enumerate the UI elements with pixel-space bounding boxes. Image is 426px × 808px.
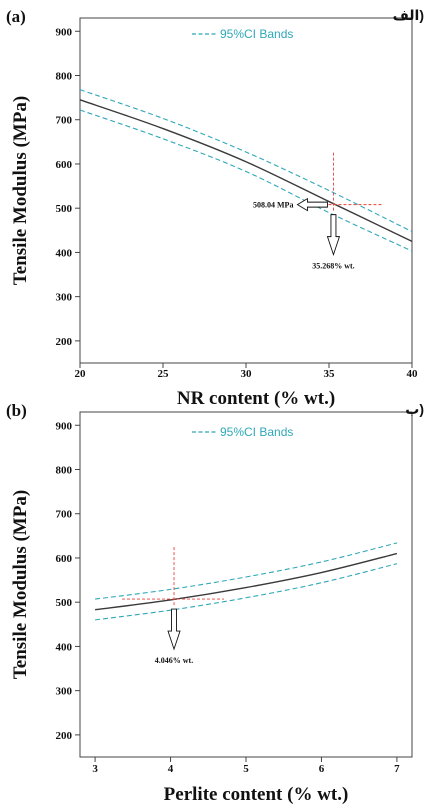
y-axis-label: Tensile Modulus (MPa) <box>10 96 31 285</box>
y-tick-label: 800 <box>56 71 73 83</box>
y-tick-label: 300 <box>56 292 73 304</box>
x-tick-label: 30 <box>241 368 253 380</box>
optimum-x-label: 4.046% wt. <box>155 656 193 665</box>
y-tick-label: 300 <box>56 686 73 698</box>
y-tick-label: 400 <box>56 247 73 259</box>
y-tick-label: 800 <box>56 465 73 477</box>
y-tick-label: 400 <box>56 641 73 653</box>
y-axis-label: Tensile Modulus (MPa) <box>10 490 31 679</box>
panel-label: (b) <box>6 401 27 420</box>
panel-label-alt: الف) <box>393 7 424 23</box>
y-tick-label: 900 <box>56 420 73 432</box>
x-tick-label: 20 <box>75 368 87 380</box>
y-tick-label: 600 <box>56 553 73 565</box>
legend-label: 95%CI Bands <box>220 425 293 439</box>
panel-label-alt: ب) <box>405 401 424 417</box>
down-arrow <box>327 215 339 255</box>
panel-label: (a) <box>6 7 26 26</box>
x-axis-label: Perlite content (% wt.) <box>164 784 349 805</box>
y-tick-label: 500 <box>56 203 73 215</box>
y-tick-label: 200 <box>56 336 73 348</box>
y-tick-label: 900 <box>56 26 73 38</box>
ci-upper-band <box>80 90 412 232</box>
x-tick-label: 7 <box>394 763 400 775</box>
optimum-x-label: 35.268% wt. <box>312 262 354 271</box>
plot-frame <box>80 412 412 757</box>
legend-label: 95%CI Bands <box>220 27 293 41</box>
left-arrow <box>297 199 327 211</box>
x-tick-label: 5 <box>243 763 249 775</box>
y-tick-label: 200 <box>56 730 73 742</box>
y-tick-label: 500 <box>56 597 73 609</box>
plot-frame <box>80 18 412 363</box>
y-tick-label: 700 <box>56 509 73 521</box>
down-arrow <box>168 609 180 649</box>
x-axis-label: NR content (% wt.) <box>177 388 335 409</box>
y-tick-label: 700 <box>56 115 73 127</box>
x-tick-label: 3 <box>92 763 98 775</box>
x-tick-label: 6 <box>319 763 325 775</box>
x-tick-label: 4 <box>168 763 174 775</box>
x-tick-label: 35 <box>324 368 336 380</box>
x-tick-label: 40 <box>407 368 419 380</box>
ci-lower-band <box>80 110 412 251</box>
fit-line <box>80 100 412 242</box>
optimum-y-label: 508.04 MPa <box>253 201 293 210</box>
panel-a: 200 300 400 500 600 700 800 900 20 25 30 35 40 NR con… <box>6 7 424 409</box>
fit-line <box>95 554 397 610</box>
ci-upper-band <box>95 543 397 599</box>
y-tick-label: 600 <box>56 159 73 171</box>
x-tick-label: 25 <box>158 368 170 380</box>
ci-lower-band <box>95 564 397 620</box>
panel-b: 200 300 400 500 600 700 800 900 3 4 5 6 7 Perlite con… <box>6 401 424 805</box>
